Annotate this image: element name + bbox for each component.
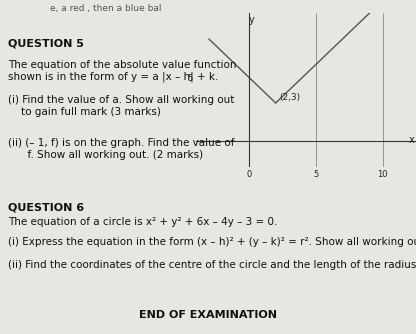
Text: f. Show all working out. (2 marks): f. Show all working out. (2 marks) (8, 150, 203, 160)
Text: END OF EXAMINATION: END OF EXAMINATION (139, 310, 277, 320)
Text: (i) Find the value of a. Show all working out: (i) Find the value of a. Show all workin… (8, 95, 235, 105)
Text: (i) Express the equation in the form (x – h)² + (y – k)² = r². Show all working : (i) Express the equation in the form (x … (8, 237, 416, 247)
Text: QUESTION 6: QUESTION 6 (8, 202, 84, 212)
Text: to gain full mark (3 marks): to gain full mark (3 marks) (8, 107, 161, 117)
Text: (ii) Find the coordinates of the centre of the circle and the length of the radi: (ii) Find the coordinates of the centre … (8, 260, 416, 270)
Text: shown is in the form of y = a |x – h| + k.: shown is in the form of y = a |x – h| + … (8, 72, 219, 82)
Text: The equation of the absolute value function: The equation of the absolute value funct… (8, 60, 237, 70)
Text: x: x (409, 135, 415, 145)
Text: (ii) (– 1, f) is on the graph. Find the value of: (ii) (– 1, f) is on the graph. Find the … (8, 138, 235, 148)
Text: y: y (249, 15, 255, 25)
Text: (2,3): (2,3) (280, 94, 301, 103)
Text: The equation of a circle is x² + y² + 6x – 4y – 3 = 0.: The equation of a circle is x² + y² + 6x… (8, 217, 278, 227)
Text: e, a red , then a blue bal: e, a red , then a blue bal (50, 4, 161, 13)
Text: QUESTION 5: QUESTION 5 (8, 38, 84, 48)
